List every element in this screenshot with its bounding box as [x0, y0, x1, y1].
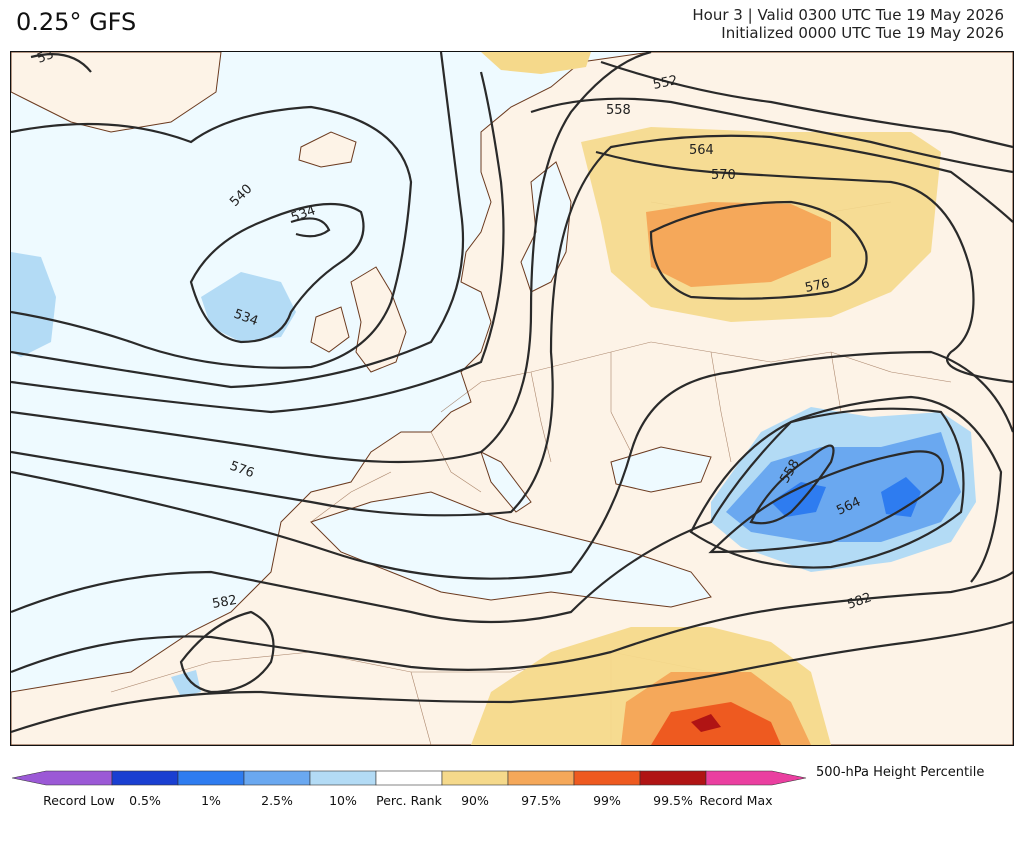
colorbar-label: 90%	[461, 793, 489, 808]
greenland	[11, 52, 222, 133]
colorbar-label: 99%	[593, 793, 621, 808]
colorbar-label: Perc. Rank	[376, 793, 442, 808]
colorbar-swatch	[243, 770, 311, 786]
low-anomaly-west	[201, 272, 296, 342]
colorbar-title: 500-hPa Height Percentile	[816, 765, 985, 780]
high-anomaly-south-peak	[691, 714, 721, 732]
contour-label: 552	[652, 73, 679, 93]
ireland	[310, 306, 350, 353]
colorbar-label: Record Low	[43, 793, 115, 808]
contour-label: 540	[227, 182, 255, 210]
colorbar-swatch	[111, 770, 179, 786]
contour-label: 576	[804, 276, 831, 296]
contour-labels: 534 534 540 552 558 564 570 576 576 582 …	[35, 52, 873, 613]
contour-label: 582	[211, 593, 238, 612]
valid-time-block: Hour 3 | Valid 0300 UTC Tue 19 May 2026 …	[692, 6, 1004, 42]
percentile-shading	[11, 52, 976, 745]
low-anomaly-east-core	[771, 482, 826, 517]
colorbar-label: 1%	[201, 793, 221, 808]
colorbar-label: 0.5%	[129, 793, 161, 808]
colorbar	[11, 768, 812, 792]
colorbar-label: 97.5%	[521, 793, 561, 808]
height-contours	[11, 52, 1013, 734]
iceland	[298, 131, 357, 168]
colorbar-record-max	[705, 770, 807, 786]
colorbar-record-low	[11, 770, 113, 786]
contour-label: 558	[606, 103, 631, 118]
colorbar-label: Record Max	[699, 793, 773, 808]
low-anomaly-east-core2	[881, 477, 921, 517]
colorbar-swatch	[375, 770, 443, 786]
model-title: 0.25° GFS	[16, 8, 137, 36]
valid-time-text: Hour 3 | Valid 0300 UTC Tue 19 May 2026	[692, 6, 1004, 24]
colorbar-swatch	[639, 770, 707, 786]
colorbar-label: 10%	[329, 793, 357, 808]
colorbar-swatch	[507, 770, 575, 786]
colorbar-label: 99.5%	[653, 793, 693, 808]
init-time-text: Initialized 0000 UTC Tue 19 May 2026	[721, 24, 1004, 42]
contour-label: 576	[228, 459, 256, 482]
contour-label: 570	[711, 168, 736, 183]
high-anomaly-top	[481, 52, 591, 74]
low-anomaly-nafrica	[171, 670, 201, 697]
colorbar-swatch	[573, 770, 641, 786]
colorbar-label: 2.5%	[261, 793, 293, 808]
great-britain	[350, 266, 407, 373]
colorbar-swatch	[441, 770, 509, 786]
colorbar-swatch	[309, 770, 377, 786]
black-sea	[610, 446, 712, 493]
colorbar-swatch	[177, 770, 245, 786]
contour-label: 564	[689, 143, 714, 158]
height-percentile-map[interactable]: 534 534 540 552 558 564 570 576 576 582 …	[10, 51, 1014, 746]
high-anomaly-north-core	[646, 202, 831, 287]
adriatic	[480, 451, 532, 513]
contour-label: 534	[289, 203, 317, 226]
low-anomaly-far-west	[11, 252, 56, 357]
